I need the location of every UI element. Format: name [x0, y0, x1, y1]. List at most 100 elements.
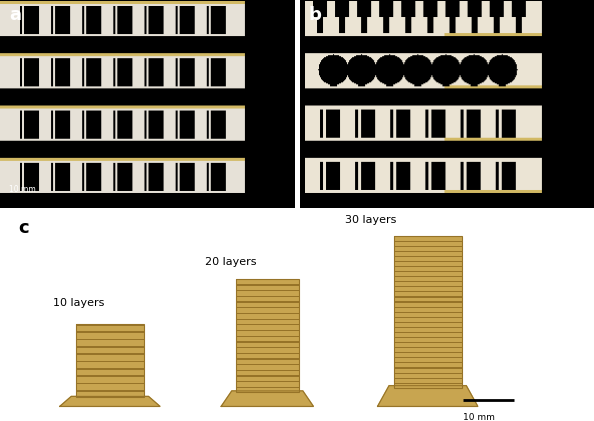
Bar	[236, 348, 299, 353]
Bar	[236, 297, 299, 301]
Text: a: a	[9, 6, 21, 24]
Bar	[236, 303, 299, 307]
Bar	[236, 358, 299, 360]
Bar	[76, 384, 144, 390]
Bar	[393, 313, 462, 317]
Bar	[236, 290, 299, 291]
Bar	[236, 347, 299, 348]
Bar	[236, 343, 299, 347]
Bar	[393, 251, 462, 252]
Bar	[76, 331, 144, 333]
Bar	[236, 324, 299, 325]
Bar	[236, 286, 299, 290]
Bar	[393, 348, 462, 352]
Bar	[236, 371, 299, 376]
Bar	[76, 340, 144, 346]
Text: c: c	[18, 219, 29, 237]
Bar	[393, 378, 462, 379]
Bar	[76, 377, 144, 383]
Bar	[393, 308, 462, 312]
Bar	[236, 314, 299, 319]
Polygon shape	[60, 397, 160, 406]
Bar	[76, 324, 144, 397]
Bar	[76, 333, 144, 339]
Text: F62A38: F62A38	[246, 119, 285, 129]
Bar	[393, 276, 462, 277]
Bar	[236, 301, 299, 303]
Bar	[236, 285, 299, 286]
Bar	[393, 252, 462, 256]
Text: F00A38: F00A38	[546, 119, 585, 129]
Bar	[393, 235, 462, 237]
Bar	[393, 262, 462, 266]
Bar	[393, 235, 462, 388]
Text: 10 layers: 10 layers	[53, 298, 105, 309]
Bar	[236, 376, 299, 377]
Bar	[393, 237, 462, 240]
Bar	[76, 348, 144, 353]
Bar	[393, 373, 462, 378]
Polygon shape	[378, 386, 478, 406]
Bar	[393, 286, 462, 288]
Bar	[393, 256, 462, 257]
Bar	[76, 362, 144, 368]
Bar	[236, 307, 299, 309]
Bar	[393, 281, 462, 282]
Bar	[393, 362, 462, 363]
Bar	[393, 363, 462, 368]
Bar	[393, 282, 462, 286]
Bar	[236, 279, 299, 392]
Bar	[236, 370, 299, 371]
Bar	[393, 293, 462, 296]
Bar	[236, 381, 299, 382]
Bar	[393, 306, 462, 308]
Bar	[236, 364, 299, 365]
Bar	[76, 361, 144, 362]
Bar	[393, 323, 462, 327]
Text: F71A29: F71A29	[246, 67, 285, 77]
Text: 20 layers: 20 layers	[205, 257, 257, 267]
Bar	[393, 242, 462, 246]
Text: F83A17: F83A17	[246, 15, 285, 25]
Bar	[393, 357, 462, 358]
Bar	[76, 326, 144, 331]
Bar	[76, 355, 144, 361]
Bar	[393, 347, 462, 348]
Bar	[236, 313, 299, 314]
Bar	[236, 319, 299, 320]
Bar	[236, 320, 299, 324]
Bar	[236, 354, 299, 358]
Bar	[393, 322, 462, 323]
Bar	[236, 388, 299, 392]
Bar	[393, 291, 462, 293]
Bar	[76, 353, 144, 355]
Bar	[236, 331, 299, 336]
Bar	[393, 333, 462, 337]
Bar	[393, 267, 462, 271]
Text: F00A29: F00A29	[546, 67, 585, 77]
Bar	[393, 368, 462, 373]
Bar	[236, 309, 299, 313]
Text: 30 layers: 30 layers	[345, 215, 396, 225]
Bar	[393, 332, 462, 333]
Bar	[76, 370, 144, 376]
Bar	[393, 328, 462, 332]
Bar	[236, 325, 299, 330]
Bar	[393, 247, 462, 251]
Text: F00A44: F00A44	[546, 171, 585, 181]
Bar	[236, 365, 299, 370]
Bar	[76, 346, 144, 348]
Bar	[236, 279, 299, 280]
Bar	[393, 358, 462, 362]
Bar	[393, 240, 462, 242]
Bar	[76, 390, 144, 392]
Bar	[393, 379, 462, 383]
Bar	[393, 266, 462, 267]
Bar	[76, 376, 144, 377]
Bar	[393, 301, 462, 303]
Text: F00A17: F00A17	[546, 15, 585, 25]
Bar	[393, 338, 462, 342]
Bar	[393, 327, 462, 328]
Bar	[236, 330, 299, 331]
Bar	[76, 383, 144, 384]
